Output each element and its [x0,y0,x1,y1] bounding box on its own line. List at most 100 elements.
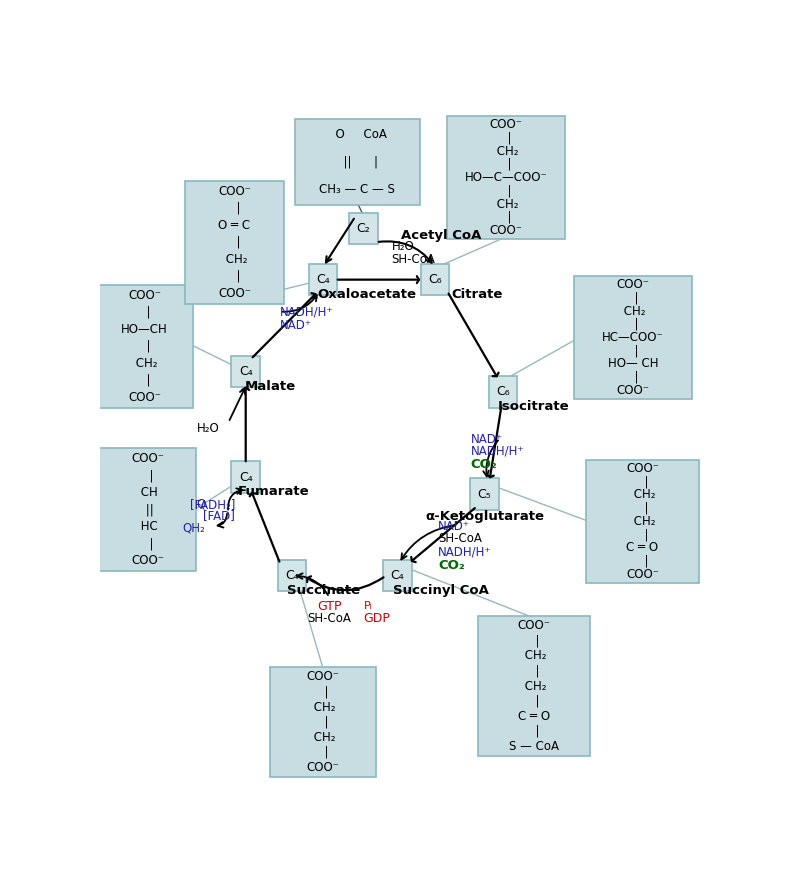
Text: Succinyl CoA: Succinyl CoA [393,584,489,597]
Text: CO₂: CO₂ [438,559,465,572]
FancyBboxPatch shape [295,119,420,205]
Text: NAD⁺: NAD⁺ [280,319,312,332]
Text: |: | [139,339,150,353]
FancyBboxPatch shape [231,461,260,492]
Text: COO⁻: COO⁻ [490,224,522,237]
FancyBboxPatch shape [470,478,498,510]
Text: |: | [142,469,154,482]
Text: [FAD]: [FAD] [203,509,235,522]
Text: CH₂: CH₂ [522,680,546,692]
Text: COO⁻: COO⁻ [131,453,164,465]
Text: CH: CH [138,486,158,499]
Text: ||: || [142,503,154,516]
Text: |: | [318,715,329,728]
FancyBboxPatch shape [278,560,306,591]
Text: |: | [500,184,512,197]
Text: |: | [528,725,540,738]
Text: |: | [318,746,329,758]
Text: COO⁻: COO⁻ [490,118,522,131]
FancyBboxPatch shape [447,116,566,240]
Text: GDP: GDP [363,612,390,625]
Text: H₂O: H₂O [197,422,220,435]
Text: CH₂: CH₂ [522,649,546,662]
Text: |: | [528,695,540,708]
Text: [FADH₂]: [FADH₂] [190,498,235,511]
FancyBboxPatch shape [185,180,285,304]
Text: NADH/H⁺: NADH/H⁺ [470,445,524,458]
Text: COO⁻: COO⁻ [128,391,161,404]
Text: CH₃ — C — S: CH₃ — C — S [319,183,395,195]
FancyBboxPatch shape [231,356,260,387]
Text: |: | [500,210,512,224]
Text: QH₂: QH₂ [182,522,206,535]
Text: |: | [528,665,540,677]
Text: COO⁻: COO⁻ [626,568,659,581]
Text: |: | [229,202,240,215]
Text: COO⁻: COO⁻ [218,185,251,198]
Text: NADH/H⁺: NADH/H⁺ [280,306,334,319]
Text: Acetyl CoA: Acetyl CoA [401,229,481,242]
Text: COO⁻: COO⁻ [626,461,659,475]
Text: |: | [627,292,639,304]
Text: |: | [627,317,639,331]
FancyBboxPatch shape [383,560,412,591]
Text: CH₂: CH₂ [222,253,247,266]
Text: CH₂: CH₂ [630,488,655,501]
Text: Isocitrate: Isocitrate [498,400,570,413]
Text: |: | [229,236,240,248]
Text: |: | [528,634,540,647]
Text: C₄: C₄ [286,569,299,583]
Text: Oxaloacetate: Oxaloacetate [317,288,416,301]
Text: C₄: C₄ [239,365,253,378]
FancyBboxPatch shape [489,377,518,408]
Text: CO₂: CO₂ [470,458,498,471]
Text: HO— CH: HO— CH [608,357,658,370]
Text: Fumarate: Fumarate [238,485,310,499]
Text: S — CoA: S — CoA [509,740,559,753]
Text: Citrate: Citrate [451,288,502,301]
Text: COO⁻: COO⁻ [128,289,161,301]
Text: |: | [229,270,240,283]
Text: H₂O: H₂O [391,240,414,254]
Text: CH₂: CH₂ [494,145,519,157]
Text: ||      |: || | [336,156,378,168]
Text: C ═ O: C ═ O [626,541,658,554]
Text: CH₂: CH₂ [630,514,655,528]
Text: C₂: C₂ [357,222,370,235]
Text: C₄: C₄ [390,569,405,583]
Text: C₆: C₆ [496,385,510,399]
Text: HO—C—COO⁻: HO—C—COO⁻ [465,171,547,184]
Text: CH₂: CH₂ [310,700,336,713]
FancyBboxPatch shape [421,264,449,295]
Text: C₄: C₄ [239,470,253,484]
Text: |: | [637,528,648,541]
Text: α-Ketoglutarate: α-Ketoglutarate [425,510,544,523]
Text: HO—CH: HO—CH [122,323,168,336]
FancyBboxPatch shape [270,667,376,777]
Text: COO⁻: COO⁻ [306,670,340,683]
Text: NADH/H⁺: NADH/H⁺ [438,545,491,559]
Text: C ═ O: C ═ O [518,710,550,723]
Text: CH₂: CH₂ [310,731,336,743]
Text: |: | [500,132,512,144]
Text: |: | [637,501,648,514]
Text: GTP: GTP [317,600,342,613]
FancyBboxPatch shape [586,460,698,583]
Text: SH-CoA: SH-CoA [438,532,482,545]
Text: Q: Q [196,498,206,511]
Text: Succinate: Succinate [286,584,360,597]
Text: C₄: C₄ [316,273,330,286]
Text: COO⁻: COO⁻ [306,761,340,774]
Text: |: | [142,537,154,550]
FancyBboxPatch shape [350,213,378,244]
Text: COO⁻: COO⁻ [518,619,550,632]
Text: |: | [139,374,150,387]
FancyBboxPatch shape [309,264,338,295]
Text: CH₂: CH₂ [621,305,646,317]
Text: |: | [318,685,329,698]
Text: SH-CoA: SH-CoA [307,612,351,625]
Text: C₅: C₅ [478,488,491,500]
Text: SH-CoA: SH-CoA [391,253,435,266]
Text: |: | [627,370,639,384]
Text: O     CoA: O CoA [328,128,386,141]
